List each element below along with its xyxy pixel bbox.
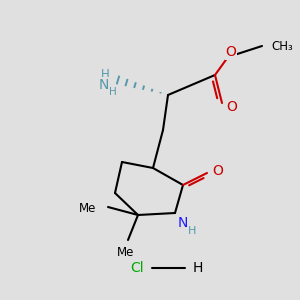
Text: O: O xyxy=(213,164,224,178)
Text: CH₃: CH₃ xyxy=(271,40,293,53)
Text: Me: Me xyxy=(117,245,135,259)
Text: H: H xyxy=(188,226,196,236)
Text: H: H xyxy=(109,87,117,97)
Text: O: O xyxy=(226,45,236,59)
Text: N: N xyxy=(178,216,188,230)
Text: H: H xyxy=(193,261,203,275)
Text: H: H xyxy=(101,68,110,80)
Text: Cl: Cl xyxy=(130,261,144,275)
Text: O: O xyxy=(226,100,237,114)
Text: N: N xyxy=(99,78,109,92)
Text: Me: Me xyxy=(79,202,96,215)
